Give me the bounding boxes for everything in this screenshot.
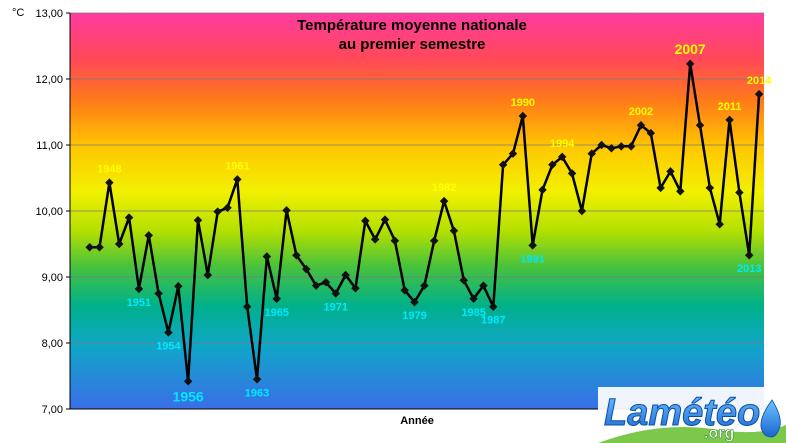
year-annotations: 1948 1951 1954 1956 1961 1963 1965 1971 1979 1982…: [97, 41, 772, 404]
annotation-label: 1956: [173, 388, 204, 404]
annotation-label: 2013: [737, 263, 761, 275]
grid-lines: [70, 12, 764, 344]
annotation-label: 1951: [127, 297, 151, 309]
chart-title-line-1: Température moyenne nationale: [297, 17, 527, 34]
data-point: [331, 289, 341, 298]
data-point: [429, 236, 439, 245]
y-tick-label: 10,00: [35, 206, 63, 218]
annotation-label: 1987: [481, 315, 505, 327]
data-point: [223, 203, 232, 212]
chart-title-line-2: au premier semestre: [339, 36, 486, 53]
y-tick-label: 11,00: [36, 140, 63, 152]
data-point: [370, 235, 380, 244]
annotation-label: 2011: [718, 101, 742, 113]
annotation-label: 1961: [225, 160, 249, 172]
water-drop-icon: [760, 399, 781, 438]
logo-grass: [598, 425, 786, 443]
data-point: [282, 206, 291, 215]
data-point: [272, 294, 281, 304]
annotation-label: 1979: [402, 310, 426, 322]
data-point: [183, 377, 193, 386]
data-point: [203, 270, 213, 280]
y-tick-label: 7,00: [42, 404, 63, 416]
data-point: [311, 281, 321, 290]
data-point: [292, 250, 301, 260]
lameteo-logo: Lamétéo .org: [598, 387, 786, 443]
data-point: [439, 196, 449, 206]
annotation-label: 1985: [461, 307, 485, 319]
data-point: [233, 175, 242, 184]
y-tick-labels: 7,00 8,00 9,00 10,00 11,00 12,00 13,00: [35, 8, 70, 416]
data-point: [351, 283, 360, 293]
data-point: [508, 149, 518, 158]
data-point: [174, 281, 183, 291]
annotation-label: 2007: [675, 41, 706, 57]
annotation-label: 1982: [432, 182, 456, 194]
data-point: [154, 289, 163, 298]
annotation-label: 2014: [747, 75, 772, 87]
annotation-label: 1971: [324, 302, 348, 314]
data-point: [85, 243, 94, 252]
data-point: [390, 236, 400, 245]
data-point: [164, 328, 173, 337]
annotation-label: 1965: [264, 307, 288, 319]
data-point: [469, 294, 478, 304]
data-point: [193, 215, 203, 225]
data-point: [361, 216, 370, 226]
data-point: [479, 281, 488, 290]
data-point: [114, 239, 124, 249]
y-tick-label: 9,00: [42, 272, 63, 284]
data-point: [489, 302, 498, 311]
data-point: [105, 178, 114, 187]
data-point: [242, 302, 252, 311]
annotation-label: 1994: [550, 138, 575, 150]
data-point: [400, 285, 409, 295]
data-point: [134, 284, 144, 294]
annotation-label: 1990: [511, 97, 535, 109]
data-point: [252, 375, 262, 384]
annotation-label: 1948: [97, 164, 121, 176]
data-point: [302, 264, 311, 274]
y-tick-label: 8,00: [42, 338, 63, 350]
annotation-label: 2002: [629, 106, 653, 118]
data-point: [380, 215, 390, 224]
data-point: [321, 278, 331, 287]
annotation-label: 1963: [245, 387, 269, 399]
data-point: [449, 226, 459, 236]
data-point: [144, 231, 153, 240]
data-point: [420, 281, 429, 290]
data-point: [459, 276, 469, 285]
logo-subtext: .org: [704, 425, 734, 442]
data-point: [213, 207, 222, 216]
logo-text: Lamétéo: [604, 392, 760, 434]
x-axis-label: Année: [400, 415, 434, 427]
y-tick-label: 13,00: [35, 8, 63, 20]
y-tick-label: 12,00: [35, 74, 63, 86]
data-point: [341, 270, 350, 280]
y-axis-label: °C: [12, 7, 24, 19]
data-point: [498, 160, 508, 170]
data-point: [95, 243, 104, 252]
annotation-label: 1954: [156, 340, 181, 352]
data-point: [124, 213, 134, 222]
annotation-label: 1991: [520, 253, 544, 265]
data-point: [410, 297, 419, 307]
